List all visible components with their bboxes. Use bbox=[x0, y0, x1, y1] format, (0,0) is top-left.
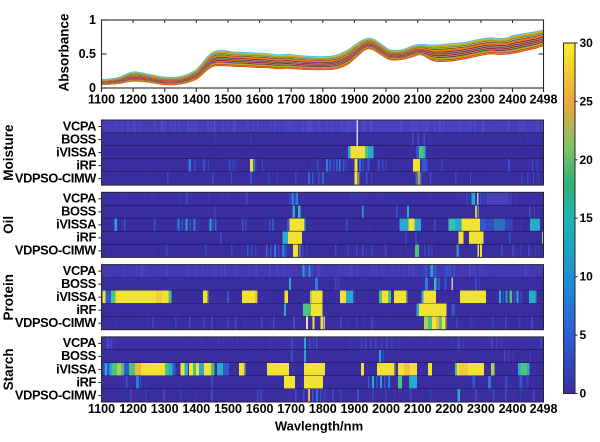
svg-text:Absorbance: Absorbance bbox=[57, 13, 72, 92]
svg-text:2498: 2498 bbox=[530, 93, 558, 107]
svg-text:1300: 1300 bbox=[151, 402, 179, 416]
svg-text:VCPA: VCPA bbox=[63, 118, 96, 133]
svg-text:1600: 1600 bbox=[246, 402, 274, 416]
svg-text:VCPA: VCPA bbox=[63, 263, 96, 278]
svg-text:1100: 1100 bbox=[88, 402, 115, 416]
svg-text:1200: 1200 bbox=[119, 402, 147, 416]
svg-text:VDPSO-CIMW: VDPSO-CIMW bbox=[15, 170, 97, 185]
svg-text:BOSS: BOSS bbox=[61, 276, 97, 291]
svg-text:1400: 1400 bbox=[182, 402, 210, 416]
svg-text:1900: 1900 bbox=[340, 402, 368, 416]
svg-text:VDPSO-CIMW: VDPSO-CIMW bbox=[15, 315, 97, 330]
svg-text:iVISSA: iVISSA bbox=[56, 289, 96, 304]
svg-text:1300: 1300 bbox=[151, 93, 179, 107]
svg-text:BOSS: BOSS bbox=[61, 348, 97, 363]
svg-text:2400: 2400 bbox=[499, 402, 527, 416]
svg-text:2200: 2200 bbox=[435, 402, 463, 416]
svg-text:BOSS: BOSS bbox=[61, 131, 97, 146]
svg-text:25: 25 bbox=[580, 94, 594, 108]
svg-text:1200: 1200 bbox=[119, 93, 147, 107]
svg-text:Moisture: Moisture bbox=[1, 124, 16, 181]
svg-text:iRF: iRF bbox=[76, 157, 96, 172]
svg-text:2498: 2498 bbox=[530, 402, 558, 416]
svg-text:5: 5 bbox=[580, 328, 587, 342]
svg-text:20: 20 bbox=[580, 153, 594, 167]
svg-text:iVISSA: iVISSA bbox=[56, 144, 96, 159]
svg-text:VCPA: VCPA bbox=[63, 191, 96, 206]
svg-text:1500: 1500 bbox=[214, 93, 242, 107]
svg-text:iVISSA: iVISSA bbox=[56, 217, 96, 232]
svg-text:iVISSA: iVISSA bbox=[56, 361, 96, 376]
svg-text:1400: 1400 bbox=[182, 93, 210, 107]
svg-text:1600: 1600 bbox=[246, 93, 274, 107]
svg-text:BOSS: BOSS bbox=[61, 204, 97, 219]
svg-text:0: 0 bbox=[580, 387, 587, 401]
svg-text:2200: 2200 bbox=[435, 93, 463, 107]
svg-text:2400: 2400 bbox=[499, 93, 527, 107]
svg-text:1: 1 bbox=[89, 13, 96, 27]
svg-text:iRF: iRF bbox=[76, 374, 96, 389]
svg-text:VDPSO-CIMW: VDPSO-CIMW bbox=[15, 387, 97, 402]
svg-text:1800: 1800 bbox=[309, 402, 337, 416]
svg-text:2300: 2300 bbox=[467, 93, 495, 107]
svg-text:15: 15 bbox=[580, 211, 594, 225]
svg-text:Wavlength/nm: Wavlength/nm bbox=[275, 419, 363, 434]
svg-text:2100: 2100 bbox=[404, 402, 432, 416]
svg-text:iRF: iRF bbox=[76, 230, 96, 245]
svg-text:VCPA: VCPA bbox=[63, 335, 96, 350]
svg-text:1700: 1700 bbox=[277, 93, 305, 107]
svg-text:2100: 2100 bbox=[404, 93, 432, 107]
svg-text:1700: 1700 bbox=[277, 402, 305, 416]
svg-text:1900: 1900 bbox=[340, 93, 368, 107]
svg-text:0.5: 0.5 bbox=[79, 47, 96, 61]
svg-text:2300: 2300 bbox=[467, 402, 495, 416]
svg-text:Protein: Protein bbox=[1, 274, 16, 321]
svg-text:0: 0 bbox=[89, 81, 96, 95]
svg-text:2000: 2000 bbox=[372, 402, 400, 416]
svg-text:30: 30 bbox=[580, 36, 594, 50]
svg-text:1800: 1800 bbox=[309, 93, 337, 107]
svg-text:iRF: iRF bbox=[76, 302, 96, 317]
svg-text:Oil: Oil bbox=[1, 216, 16, 234]
svg-text:10: 10 bbox=[580, 270, 594, 284]
svg-text:VDPSO-CIMW: VDPSO-CIMW bbox=[15, 243, 97, 258]
svg-text:1500: 1500 bbox=[214, 402, 242, 416]
svg-text:Starch: Starch bbox=[1, 348, 16, 390]
svg-text:2000: 2000 bbox=[372, 93, 400, 107]
svg-text:1100: 1100 bbox=[88, 93, 115, 107]
